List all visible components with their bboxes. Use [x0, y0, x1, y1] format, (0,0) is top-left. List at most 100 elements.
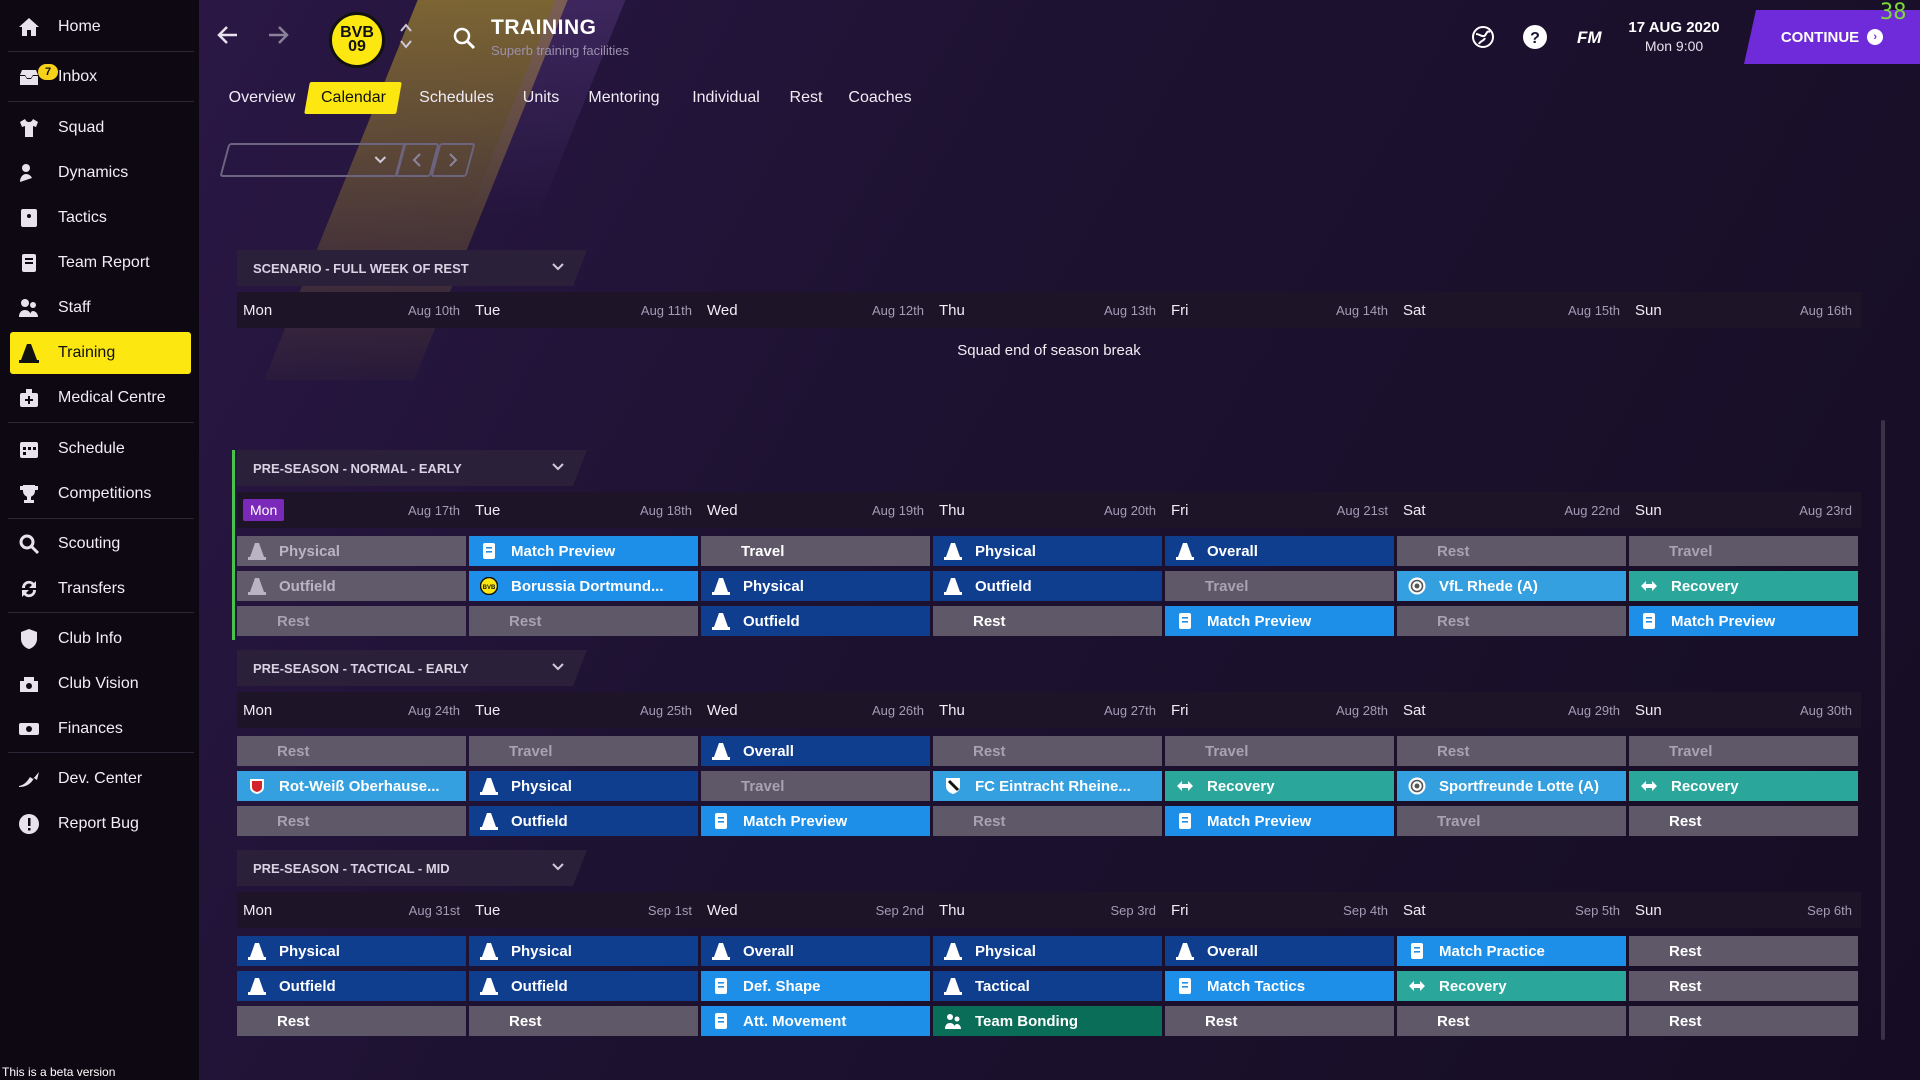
tab-coaches[interactable]: Coaches — [840, 82, 920, 114]
sidebar-item-tactics[interactable]: Tactics — [10, 197, 191, 239]
training-session[interactable]: Travel — [1629, 536, 1858, 566]
sidebar-item-staff[interactable]: Staff — [10, 287, 191, 329]
sidebar-item-scouting[interactable]: Scouting — [10, 523, 191, 565]
training-session[interactable]: Outfield — [237, 571, 466, 601]
sidebar-item-dev-center[interactable]: Dev. Center — [10, 758, 191, 800]
sidebar-item-medical-centre[interactable]: Medical Centre — [10, 377, 191, 419]
sidebar-item-inbox[interactable]: 7 Inbox — [10, 56, 191, 98]
training-session[interactable]: Travel — [469, 736, 698, 766]
training-session[interactable]: Rest — [1397, 1006, 1626, 1036]
sidebar-item-club-vision[interactable]: Club Vision — [10, 663, 191, 705]
training-session[interactable]: Outfield — [469, 971, 698, 1001]
search-icon[interactable] — [452, 26, 476, 50]
training-session[interactable]: Overall — [701, 936, 930, 966]
training-session[interactable]: Tactical — [933, 971, 1162, 1001]
training-session[interactable]: Recovery — [1629, 771, 1858, 801]
sidebar-item-finances[interactable]: Finances — [10, 708, 191, 750]
sidebar-item-schedule[interactable]: Schedule — [10, 428, 191, 470]
tab-overview[interactable]: Overview — [222, 82, 302, 114]
training-session[interactable]: Match Preview — [1165, 806, 1394, 836]
training-session[interactable]: Travel — [701, 536, 930, 566]
training-session[interactable]: Rest — [933, 806, 1162, 836]
forward-arrow-icon[interactable] — [265, 22, 295, 52]
training-session[interactable]: Att. Movement — [701, 1006, 930, 1036]
training-session[interactable]: Rest — [1397, 536, 1626, 566]
training-session[interactable]: Recovery — [1165, 771, 1394, 801]
training-session[interactable]: Physical — [469, 771, 698, 801]
training-session[interactable]: Travel — [1397, 806, 1626, 836]
training-session[interactable]: Physical — [933, 536, 1162, 566]
sidebar-item-training[interactable]: Training — [10, 332, 191, 374]
fm-logo[interactable]: FM — [1577, 28, 1602, 47]
training-session[interactable]: Match Preview — [701, 806, 930, 836]
next-page-button[interactable] — [430, 143, 476, 177]
training-session[interactable]: Match Preview — [1165, 606, 1394, 636]
training-session[interactable]: Match Practice — [1397, 936, 1626, 966]
training-session[interactable]: Travel — [1629, 736, 1858, 766]
training-session[interactable]: Outfield — [701, 606, 930, 636]
sidebar-item-squad[interactable]: Squad — [10, 107, 191, 149]
training-session[interactable]: Overall — [1165, 536, 1394, 566]
training-session[interactable]: Travel — [1165, 571, 1394, 601]
training-session[interactable]: Overall — [701, 736, 930, 766]
sidebar-item-home[interactable]: Home — [10, 6, 191, 48]
tab-mentoring[interactable]: Mentoring — [579, 82, 669, 114]
training-session[interactable]: Rest — [469, 606, 698, 636]
training-session[interactable]: VfL Rhede (A) — [1397, 571, 1626, 601]
section-header[interactable]: SCENARIO - FULL WEEK OF REST — [237, 250, 587, 286]
training-session[interactable]: Outfield — [469, 806, 698, 836]
tab-units[interactable]: Units — [516, 82, 566, 114]
training-session[interactable]: Outfield — [237, 971, 466, 1001]
training-session[interactable]: Rest — [1629, 936, 1858, 966]
training-session[interactable]: Rest — [1165, 1006, 1394, 1036]
training-session[interactable]: Rest — [1629, 806, 1858, 836]
club-crest[interactable]: BVB 09 — [329, 12, 385, 68]
training-session[interactable]: Travel — [701, 771, 930, 801]
back-arrow-icon[interactable] — [215, 22, 245, 52]
sidebar-item-team-report[interactable]: Team Report — [10, 242, 191, 284]
sidebar-item-dynamics[interactable]: Dynamics — [10, 152, 191, 194]
training-session[interactable]: FC Eintracht Rheine... — [933, 771, 1162, 801]
training-session[interactable]: Rest — [1397, 606, 1626, 636]
training-session[interactable]: Rest — [933, 736, 1162, 766]
training-session[interactable]: Overall — [1165, 936, 1394, 966]
training-session[interactable]: Rest — [469, 1006, 698, 1036]
sidebar-item-report-bug[interactable]: Report Bug — [10, 803, 191, 845]
tab-calendar[interactable]: Calendar — [304, 82, 402, 114]
vertical-scrollbar[interactable] — [1881, 420, 1885, 1040]
schedule-dropdown[interactable] — [219, 143, 407, 177]
continue-button[interactable]: CONTINUE › — [1744, 10, 1920, 64]
training-session[interactable]: Outfield — [933, 571, 1162, 601]
training-session[interactable]: Physical — [237, 936, 466, 966]
section-header[interactable]: PRE-SEASON - TACTICAL - MID — [237, 850, 587, 886]
training-session[interactable]: Rest — [933, 606, 1162, 636]
training-session[interactable]: Rest — [1629, 1006, 1858, 1036]
training-session[interactable]: Rest — [237, 806, 466, 836]
training-session[interactable]: Rest — [237, 606, 466, 636]
training-session[interactable]: Physical — [237, 536, 466, 566]
training-session[interactable]: BVB Borussia Dortmund... — [469, 571, 698, 601]
training-session[interactable]: Rest — [1629, 971, 1858, 1001]
training-session[interactable]: Physical — [469, 936, 698, 966]
training-session[interactable]: Rest — [237, 1006, 466, 1036]
training-session[interactable]: Team Bonding — [933, 1006, 1162, 1036]
tab-schedules[interactable]: Schedules — [409, 82, 504, 114]
training-session[interactable]: Rest — [237, 736, 466, 766]
club-switch-chevrons-icon[interactable] — [399, 20, 413, 52]
tab-rest[interactable]: Rest — [784, 82, 828, 114]
sidebar-item-club-info[interactable]: Club Info — [10, 618, 191, 660]
training-session[interactable]: Match Preview — [469, 536, 698, 566]
current-date[interactable]: 17 AUG 2020 Mon 9:00 — [1619, 10, 1729, 64]
previous-page-button[interactable] — [394, 143, 440, 177]
training-session[interactable]: Rot-Weiß Oberhause... — [237, 771, 466, 801]
training-session[interactable]: Def. Shape — [701, 971, 930, 1001]
training-session[interactable]: Physical — [933, 936, 1162, 966]
world-icon[interactable] — [1470, 24, 1496, 50]
tab-individual[interactable]: Individual — [682, 82, 770, 114]
section-header[interactable]: PRE-SEASON - NORMAL - EARLY — [237, 450, 587, 486]
help-icon[interactable]: ? — [1522, 24, 1548, 50]
training-session[interactable]: Rest — [1397, 736, 1626, 766]
training-session[interactable]: Travel — [1165, 736, 1394, 766]
training-session[interactable]: Recovery — [1629, 571, 1858, 601]
training-session[interactable]: Physical — [701, 571, 930, 601]
